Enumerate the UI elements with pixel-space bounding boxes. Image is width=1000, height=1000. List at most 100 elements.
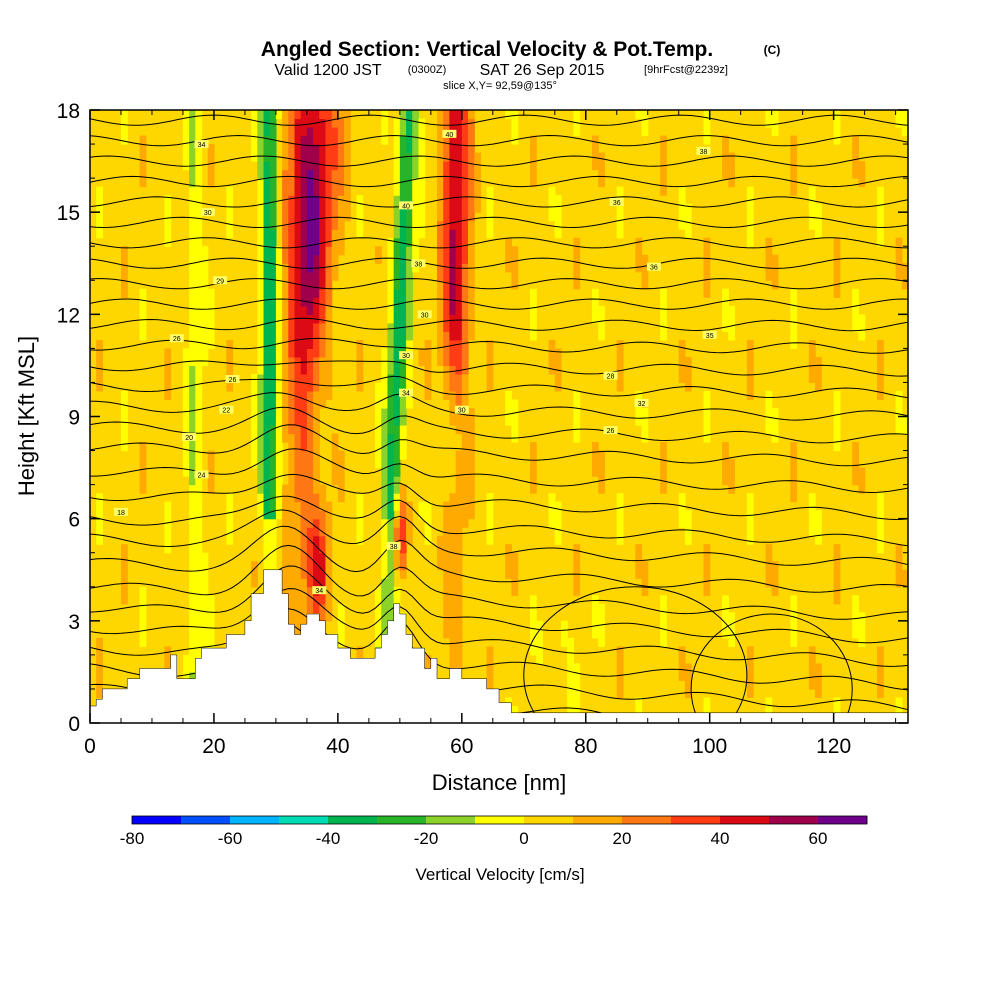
velocity-cell — [288, 152, 296, 162]
velocity-cell — [337, 203, 345, 213]
velocity-cell — [877, 220, 884, 230]
velocity-cell — [263, 416, 271, 426]
velocity-cell — [189, 390, 196, 401]
velocity-cell — [226, 348, 234, 358]
velocity-cell — [455, 161, 463, 171]
velocity-cell — [257, 416, 265, 426]
velocity-cell — [399, 501, 407, 511]
velocity-cell — [201, 612, 209, 622]
velocity-cell — [201, 254, 209, 264]
velocity-cell — [207, 450, 215, 460]
velocity-cell — [288, 476, 296, 486]
velocity-cell — [275, 297, 283, 307]
velocity-cell — [288, 450, 296, 460]
velocity-cell — [678, 195, 686, 205]
velocity-cell — [412, 229, 420, 239]
velocity-cell — [703, 407, 711, 418]
isentrope-line — [90, 257, 908, 269]
velocity-cell — [418, 212, 426, 222]
velocity-cell — [852, 612, 860, 622]
velocity-cell — [306, 271, 314, 281]
velocity-cell — [598, 637, 605, 647]
velocity-cell — [263, 280, 271, 290]
velocity-cell — [375, 399, 382, 409]
velocity-cell — [399, 237, 407, 247]
velocity-cell — [393, 552, 401, 562]
velocity-cell — [616, 646, 624, 656]
velocity-cell — [635, 569, 643, 579]
velocity-cell — [288, 254, 296, 264]
velocity-cell — [139, 288, 147, 298]
velocity-cell — [443, 280, 451, 290]
velocity-cell — [443, 356, 451, 367]
isentrope-label-bg — [603, 371, 618, 380]
velocity-cell — [393, 476, 401, 486]
velocity-cell — [536, 629, 543, 639]
velocity-cell — [164, 348, 172, 358]
velocity-cell — [269, 484, 277, 494]
velocity-cell — [616, 680, 624, 690]
velocity-cell — [387, 399, 395, 409]
velocity-cell — [486, 229, 494, 239]
velocity-cell — [139, 442, 147, 452]
velocity-cell — [120, 416, 128, 426]
velocity-cell — [399, 178, 407, 188]
velocity-cell — [189, 314, 196, 324]
velocity-cell — [684, 688, 692, 699]
velocity-cell — [257, 442, 265, 452]
colorbar-swatch — [818, 816, 868, 824]
velocity-cell — [678, 663, 686, 673]
velocity-cell — [468, 178, 475, 188]
velocity-cell — [443, 203, 451, 213]
velocity-cell — [455, 229, 463, 239]
velocity-cell — [189, 263, 196, 273]
velocity-cell — [455, 288, 463, 298]
velocity-cell — [189, 203, 196, 213]
velocity-cell — [282, 212, 289, 222]
velocity-cell — [678, 212, 686, 222]
colorbar-swatch — [181, 816, 231, 824]
velocity-cell — [294, 161, 302, 171]
velocity-cell — [263, 271, 271, 281]
velocity-cell — [461, 501, 469, 511]
velocity-cell — [331, 118, 339, 128]
velocity-cell — [96, 501, 103, 511]
velocity-cell — [616, 663, 624, 673]
subtitle-date: SAT 26 Sep 2015 — [480, 62, 605, 79]
velocity-cell — [300, 254, 308, 264]
velocity-cell — [703, 135, 711, 145]
velocity-cell — [437, 322, 444, 332]
velocity-cell — [313, 552, 320, 562]
velocity-cell — [393, 348, 401, 358]
velocity-cell — [288, 527, 296, 537]
velocity-cell — [728, 459, 736, 469]
velocity-cell — [313, 569, 320, 579]
velocity-cell — [486, 382, 494, 392]
velocity-cell — [288, 110, 296, 120]
velocity-cell — [387, 595, 395, 605]
velocity-cell — [189, 297, 196, 307]
velocity-cell — [263, 356, 271, 367]
velocity-cell — [195, 169, 203, 179]
velocity-cell — [573, 254, 581, 264]
velocity-cell — [722, 152, 729, 162]
velocity-cell — [182, 467, 190, 477]
velocity-cell — [263, 144, 271, 154]
velocity-cell — [449, 144, 457, 154]
velocity-cell — [808, 365, 816, 375]
velocity-cell — [139, 450, 147, 460]
velocity-cell — [263, 178, 271, 188]
velocity-cell — [269, 220, 277, 230]
velocity-cell — [808, 501, 816, 511]
velocity-cell — [815, 535, 822, 545]
velocity-cell — [263, 425, 271, 435]
velocity-cell — [182, 390, 190, 401]
velocity-cell — [808, 373, 816, 384]
velocity-cell — [449, 152, 457, 162]
velocity-cell — [486, 663, 494, 673]
velocity-cell — [325, 186, 333, 196]
velocity-cell — [294, 484, 302, 494]
velocity-cell — [616, 493, 624, 503]
velocity-cell — [852, 288, 860, 298]
velocity-cell — [399, 442, 407, 452]
